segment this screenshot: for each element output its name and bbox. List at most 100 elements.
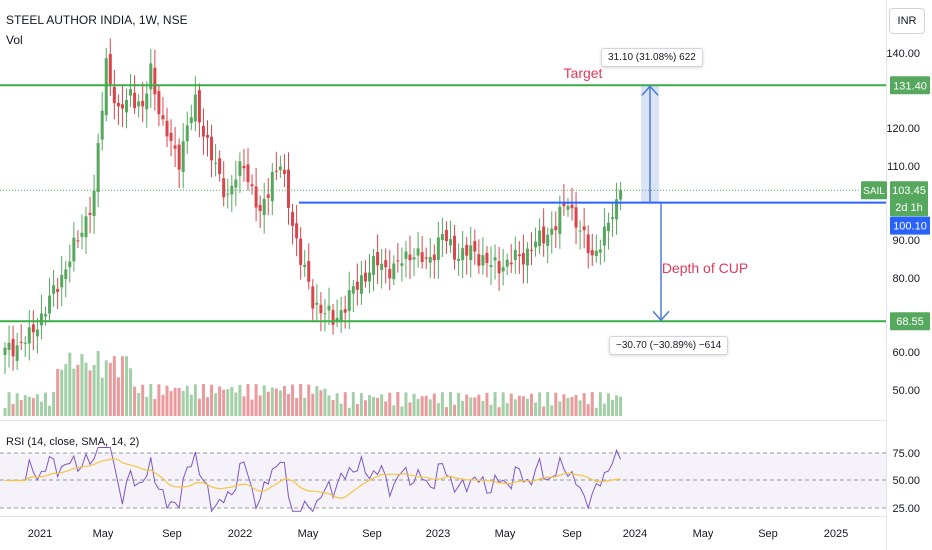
volume-bar — [368, 395, 371, 416]
candle-body — [566, 206, 570, 210]
volume-bar — [582, 393, 586, 416]
volume-bar — [489, 404, 493, 416]
volume-bar — [177, 388, 181, 416]
volume-bar — [238, 385, 242, 416]
volume-bar — [287, 394, 290, 416]
rsi-sma-line — [5, 457, 621, 499]
candle-body — [125, 100, 128, 113]
candle-body — [590, 250, 594, 256]
candle-body — [469, 245, 473, 261]
volume-bar — [104, 360, 108, 416]
candle-body — [206, 134, 209, 138]
volume-bar — [615, 395, 619, 416]
candle-body — [35, 329, 39, 337]
candle-body — [351, 286, 355, 294]
volume-bar — [323, 388, 327, 416]
volume-bar — [351, 392, 355, 416]
volume-bar — [521, 396, 525, 416]
rsi-tick-label: 75.00 — [892, 448, 920, 460]
candle-body — [282, 169, 286, 174]
volume-bar — [404, 392, 408, 416]
candle-body — [76, 240, 80, 242]
time-tick-label: Sep — [162, 528, 182, 540]
candle-body — [453, 235, 457, 260]
volume-bar — [428, 399, 432, 416]
volume-bar — [141, 384, 145, 416]
rsi-tick-label: 25.00 — [892, 503, 920, 515]
candle-body — [408, 254, 412, 261]
candle-body — [477, 254, 481, 266]
rsi-header: RSI (14, close, SMA, 14, 2) — [6, 436, 140, 448]
candle-body — [153, 67, 157, 95]
volume-bar — [372, 396, 376, 416]
volume-bar — [525, 398, 529, 416]
candle-body — [570, 204, 574, 209]
volume-bar — [7, 392, 11, 416]
volume-bar — [335, 393, 339, 416]
candle-body — [100, 110, 104, 140]
volume-bar — [246, 384, 250, 416]
candles — [3, 38, 623, 375]
candle-body — [48, 295, 52, 314]
time-tick-label: 2025 — [824, 528, 848, 540]
currency-button[interactable]: INR — [889, 8, 925, 34]
volume-bar — [469, 397, 473, 416]
volume-bar — [453, 404, 457, 416]
candle-body — [505, 259, 509, 267]
volume-bar — [388, 392, 392, 416]
candle-body — [88, 212, 92, 215]
candle-body — [485, 252, 489, 264]
candle-body — [376, 252, 380, 266]
candle-body — [177, 144, 181, 170]
time-tick-label: May — [693, 528, 714, 540]
candle-body — [582, 226, 586, 231]
volume-bar — [416, 398, 420, 416]
volume-bar — [19, 400, 23, 416]
candle-body — [554, 226, 558, 231]
volume-bar — [384, 401, 388, 416]
volume-bar — [270, 387, 274, 416]
volume-label: Vol — [6, 33, 23, 47]
candle-body — [363, 272, 367, 282]
price-tick-label: 60.00 — [892, 347, 920, 359]
time-tick-label: 2023 — [426, 528, 450, 540]
volume-bar — [355, 404, 359, 416]
volume-bar — [201, 384, 205, 416]
candle-body — [270, 171, 274, 202]
candle-body — [509, 262, 513, 265]
candle-body — [137, 101, 141, 107]
candle-body — [185, 125, 189, 142]
candle-body — [546, 234, 550, 246]
volume-bar — [173, 387, 177, 416]
candle-body — [108, 54, 112, 85]
candle-body — [197, 90, 201, 123]
candle-body — [299, 238, 303, 265]
volume-bar — [181, 390, 185, 416]
volume-bar — [554, 392, 558, 416]
volume-bar — [538, 392, 542, 416]
volume-bar — [457, 392, 461, 416]
volume-bar — [3, 408, 7, 416]
volume-bar — [542, 406, 546, 416]
ticker-tag-bg — [861, 181, 887, 200]
volume-bar — [307, 384, 311, 416]
volume-bar — [100, 377, 104, 416]
candle-body — [420, 252, 424, 263]
volume-bar — [254, 384, 258, 416]
candle-body — [189, 117, 193, 124]
volume-bar — [15, 393, 19, 416]
candle-body — [80, 232, 84, 237]
candle-body — [465, 244, 469, 256]
volume-bar — [120, 356, 124, 416]
candle-body — [15, 345, 19, 361]
candle-body — [303, 264, 307, 267]
candle-body — [606, 222, 610, 232]
candle-body — [214, 162, 218, 164]
candle-body — [274, 170, 278, 172]
candle-body — [493, 257, 497, 261]
candle-body — [517, 254, 521, 257]
candle-body — [534, 241, 538, 248]
volume-bar — [598, 392, 602, 416]
volume-bar — [11, 403, 15, 416]
